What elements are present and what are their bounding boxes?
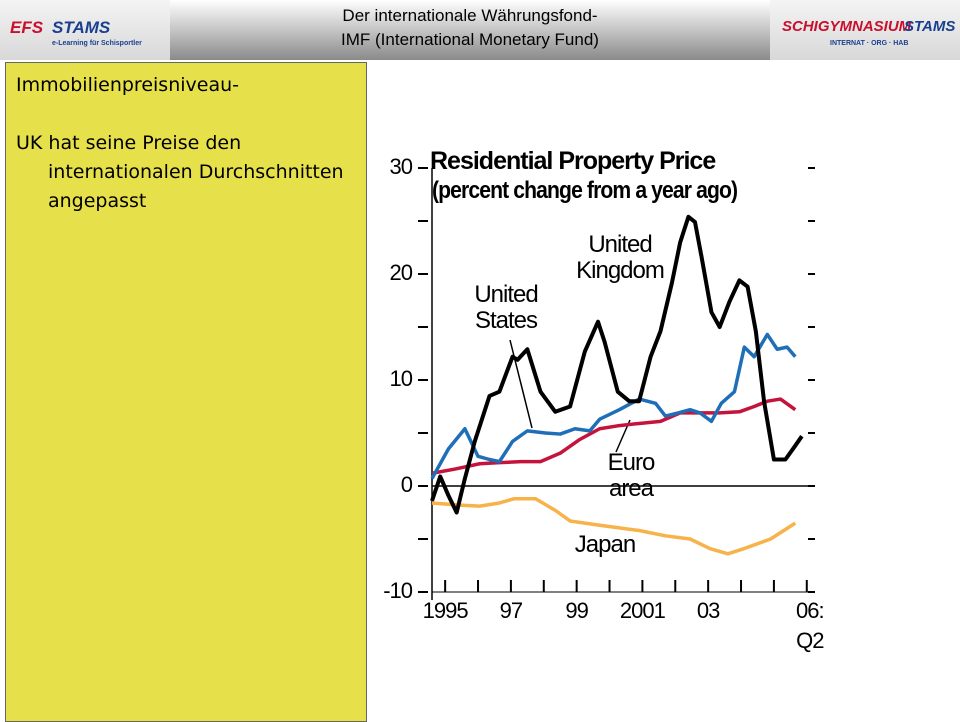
x-tick-label: 99 bbox=[565, 598, 588, 623]
series-label: United States bbox=[474, 281, 538, 334]
logo-tagline: e-Learning für Schisportler bbox=[52, 40, 142, 47]
x-tick-label: 1995 bbox=[422, 598, 469, 623]
header-title: Der internationale Währungsfond- IMF (In… bbox=[170, 0, 770, 60]
chart-subtitle: (percent change from a year ago) bbox=[432, 177, 738, 204]
y-tick-label: 20 bbox=[390, 260, 413, 285]
y-tick-label: 30 bbox=[390, 154, 413, 179]
logo-right: SCHIGYMNASIUM STAMS INTERNAT · ORG · HAB bbox=[770, 0, 960, 60]
series-line bbox=[430, 214, 804, 515]
series-label: Japan bbox=[574, 531, 636, 558]
heading: Immobilienpreisniveau- bbox=[16, 74, 239, 96]
logo-left: EFS STAMS e-Learning für Schisportler bbox=[0, 0, 170, 60]
logo-text: STAMS bbox=[904, 18, 956, 35]
logo-tagline: INTERNAT · ORG · HAB bbox=[830, 40, 909, 47]
series-label: Euro area bbox=[607, 449, 656, 502]
y-tick-label: 10 bbox=[390, 366, 413, 391]
series-line bbox=[431, 496, 797, 556]
x-tick-label: 2001 bbox=[619, 598, 666, 623]
logo-text: STAMS bbox=[52, 18, 111, 37]
chart-title: Residential Property Price bbox=[430, 147, 716, 175]
title-line: Der internationale Währungsfond- bbox=[342, 6, 598, 25]
series-label: United Kingdom bbox=[576, 231, 665, 284]
text-box: Immobilienpreisniveau- UK hat seine Prei… bbox=[5, 62, 367, 722]
x-tick-label: 03 bbox=[696, 598, 720, 623]
y-tick-label: -10 bbox=[383, 578, 413, 603]
title-line: IMF (International Monetary Fund) bbox=[341, 30, 599, 49]
series-line bbox=[431, 397, 797, 476]
pointer bbox=[509, 339, 533, 429]
bullet: UK hat seine Preise den internationalen … bbox=[16, 132, 344, 212]
x-tick-label: 06: Q2 bbox=[795, 598, 825, 653]
y-tick-label: 0 bbox=[401, 472, 413, 497]
logo-text: EFS bbox=[10, 18, 44, 37]
x-tick-label: 97 bbox=[499, 598, 523, 623]
logo-text: SCHIGYMNASIUM bbox=[782, 18, 912, 35]
